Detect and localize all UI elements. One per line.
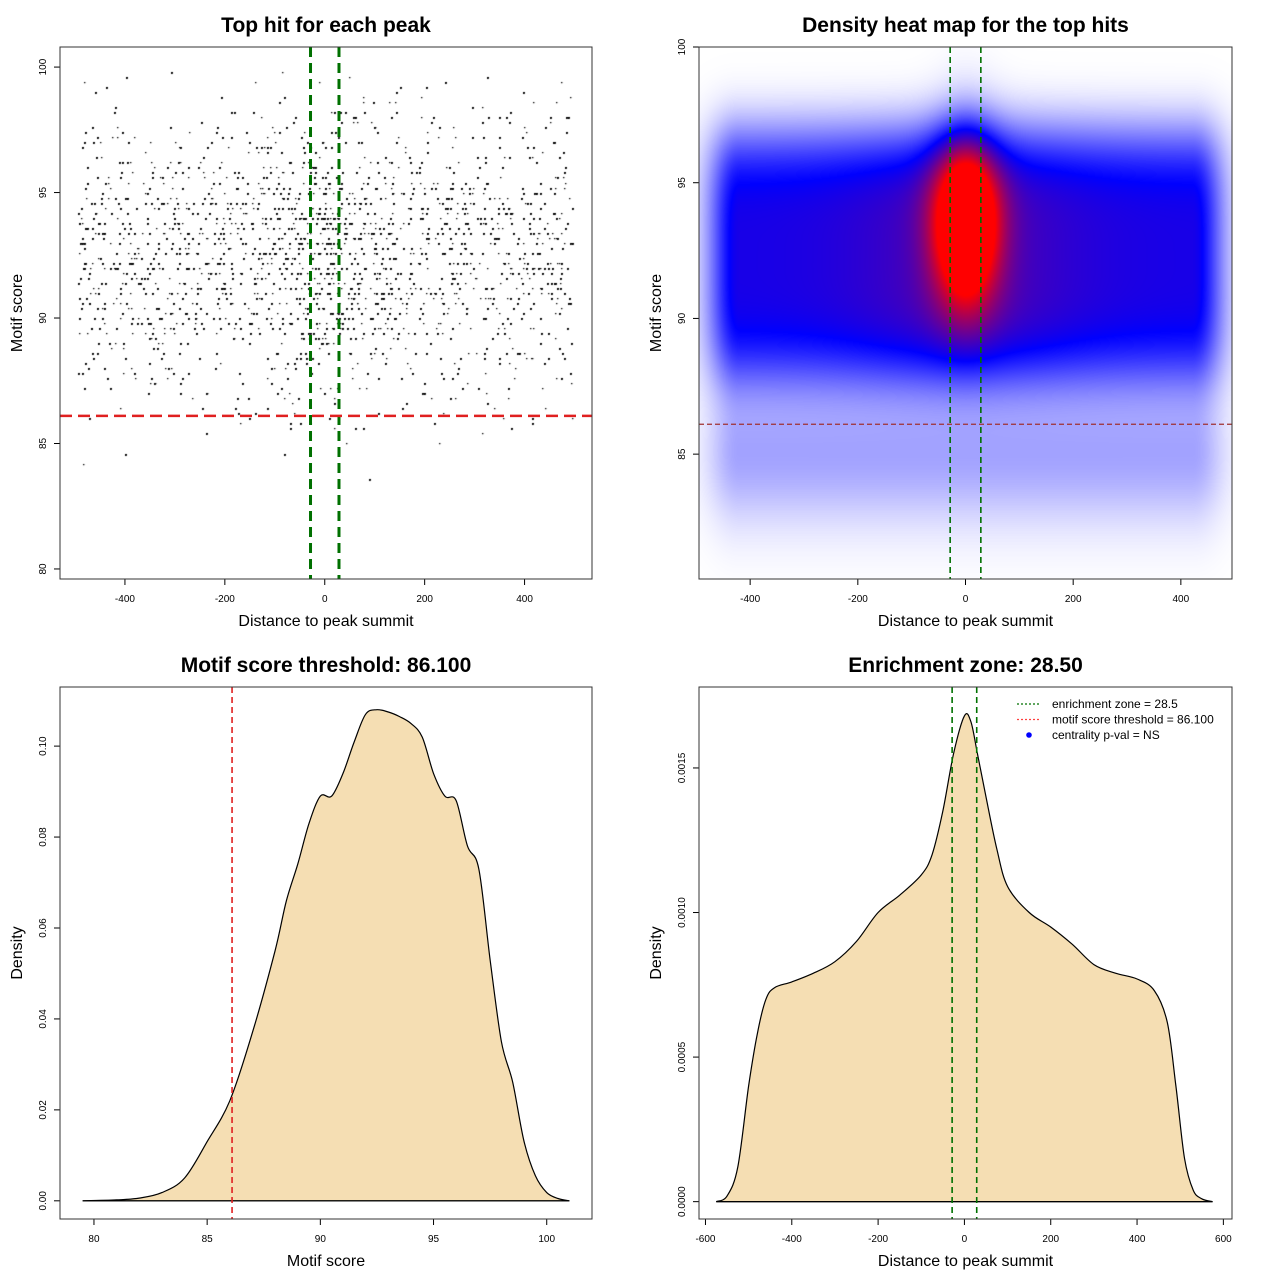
density-motif-score-panel: Motif score threshold: 86.100 Motif score… (9, 654, 593, 1270)
y-tick-label: 0.0005 (677, 1041, 688, 1072)
x-axis-label: Distance to peak summit (878, 1253, 1054, 1270)
x-tick-label: 200 (416, 594, 433, 605)
x-axis: -400 -200 0 200 400 (740, 579, 1190, 605)
legend-label: enrichment zone = 28.5 (1052, 697, 1178, 711)
y-axis: 85 90 95 100 (677, 38, 699, 460)
x-axis: -400 -200 0 200 400 (115, 579, 533, 605)
x-tick-label: -600 (695, 1234, 715, 1245)
chart-title: Top hit for each peak (221, 14, 431, 37)
x-tick-label: 80 (88, 1234, 100, 1245)
chart-title: Density heat map for the top hits (802, 14, 1129, 37)
y-axis-label: Density (648, 926, 665, 979)
chart-title: Enrichment zone: 28.50 (848, 654, 1083, 677)
x-axis: -600 -400 -200 0 200 400 600 (695, 1219, 1232, 1245)
legend-label: centrality p-val = NS (1052, 728, 1160, 742)
y-tick-label: 85 (677, 448, 688, 460)
legend-label: motif score threshold = 86.100 (1052, 713, 1214, 727)
y-tick-label: 0.04 (38, 1009, 49, 1029)
scatter-points-canvas (60, 47, 592, 579)
y-tick-label: 0.0010 (677, 897, 688, 928)
plot-frame (59, 46, 593, 580)
x-tick-label: 400 (1129, 1234, 1146, 1245)
y-tick-label: 95 (38, 187, 49, 199)
legend-item: enrichment zone = 28.5 (1017, 697, 1178, 711)
x-axis-label: Motif score (287, 1253, 365, 1270)
x-tick-label: -400 (782, 1234, 802, 1245)
legend-item: motif score threshold = 86.100 (1017, 713, 1214, 727)
y-tick-label: 85 (38, 437, 49, 449)
x-tick-label: 200 (1065, 594, 1082, 605)
y-tick-label: 0.0015 (677, 752, 688, 783)
plot-frame (698, 686, 1233, 1220)
x-tick-label: 400 (516, 594, 533, 605)
x-tick-label: 0 (962, 1234, 968, 1245)
x-axis-label: Distance to peak summit (238, 613, 414, 630)
y-tick-label: 0.06 (38, 918, 49, 938)
x-axis: 80 85 90 95 100 (88, 1219, 556, 1245)
x-tick-label: 600 (1215, 1234, 1232, 1245)
x-tick-label: -200 (848, 594, 868, 605)
x-tick-label: 100 (538, 1234, 555, 1245)
heatmap-density-panel: Density heat map for the top hits Distanc… (648, 14, 1233, 630)
y-tick-label: 0.10 (38, 736, 49, 756)
legend-item: centrality p-val = NS (1026, 728, 1160, 742)
y-axis: 0.00 0.02 0.04 0.06 0.08 0.10 (38, 736, 60, 1211)
x-tick-label: -200 (868, 1234, 888, 1245)
density-heatmap-canvas (699, 47, 1232, 579)
legend-dot-icon (1026, 732, 1032, 738)
y-axis-label: Motif score (9, 274, 26, 352)
y-tick-label: 100 (677, 38, 688, 55)
x-tick-label: 0 (322, 594, 328, 605)
x-axis-label: Distance to peak summit (878, 613, 1054, 630)
y-axis-label: Motif score (648, 274, 665, 352)
y-tick-label: 90 (38, 312, 49, 324)
x-tick-label: 95 (428, 1234, 440, 1245)
x-tick-label: 200 (1042, 1234, 1059, 1245)
x-tick-label: -400 (115, 594, 135, 605)
y-axis: 0.0000 0.0005 0.0010 0.0015 (677, 752, 699, 1217)
x-tick-label: -400 (740, 594, 760, 605)
y-axis-label: Density (9, 926, 26, 979)
density-curve (715, 713, 1213, 1203)
y-tick-label: 90 (677, 312, 688, 324)
x-tick-label: 85 (202, 1234, 214, 1245)
x-tick-label: -200 (215, 594, 235, 605)
y-tick-label: 0.02 (38, 1100, 49, 1120)
x-tick-label: 0 (963, 594, 969, 605)
chart-title: Motif score threshold: 86.100 (181, 654, 472, 677)
legend: enrichment zone = 28.5 motif score thresh… (1017, 697, 1214, 742)
x-tick-label: 90 (315, 1234, 327, 1245)
y-tick-label: 0.0000 (677, 1186, 688, 1217)
y-tick-label: 95 (677, 177, 688, 189)
x-tick-label: 400 (1173, 594, 1190, 605)
plot-frame (59, 686, 593, 1220)
density-curve (82, 709, 570, 1202)
y-tick-label: 0.08 (38, 827, 49, 847)
y-tick-label: 100 (38, 58, 49, 75)
scatter-top-hits-panel: Top hit for each peak Distance to peak su… (9, 14, 593, 630)
density-distance-panel: Enrichment zone: 28.50 Distance to peak s… (648, 654, 1233, 1270)
plot-frame (698, 46, 1233, 580)
y-tick-label: 80 (38, 563, 49, 575)
y-axis: 80 85 90 95 100 (38, 58, 60, 575)
y-tick-label: 0.00 (38, 1191, 49, 1211)
